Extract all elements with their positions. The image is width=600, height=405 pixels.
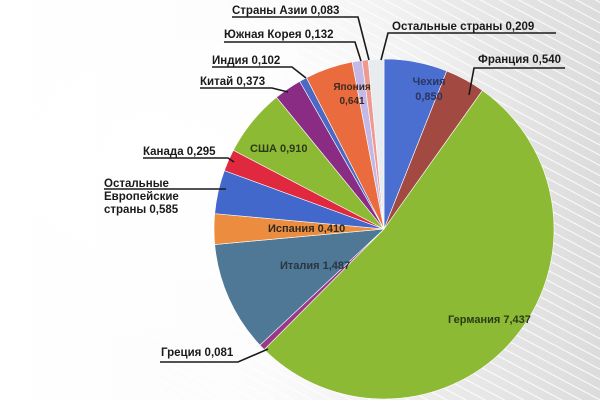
- pie-slice-2: [263, 90, 555, 400]
- slice-label: Страны Азии 0,083: [232, 5, 339, 17]
- slice-label: Европейские: [104, 191, 179, 203]
- slice-label: Канада 0,295: [143, 146, 216, 158]
- leader-line: [380, 32, 556, 61]
- slice-label: Германия 7,437: [448, 314, 531, 326]
- slice-labels: Чехия 0,850 Франция 0,540 Германия 7,437 Гре…: [104, 5, 561, 359]
- leader-line: [468, 67, 565, 96]
- slice-label: Китай 0,373: [200, 76, 265, 88]
- slice-label: Греция 0,081: [161, 347, 234, 359]
- slice-label: Чехия: [413, 76, 446, 88]
- leader-line: [200, 87, 289, 93]
- slice-label: Индия 0,102: [212, 55, 280, 67]
- leader-line: [143, 157, 235, 163]
- pie-slices: [213, 58, 555, 400]
- slice-label: Италия 1,487: [280, 260, 350, 272]
- slice-label: Остальные: [104, 178, 169, 190]
- slice-label: Франция 0,540: [478, 54, 561, 66]
- slice-label: 0,850: [415, 91, 443, 103]
- slice-label: Остальные страны 0,209: [392, 21, 534, 33]
- leader-lines: [104, 16, 565, 363]
- slice-label: Япония: [333, 82, 371, 93]
- pie-slice-4: [214, 228, 385, 346]
- leader-line: [212, 66, 307, 79]
- leader-line: [224, 41, 362, 62]
- slice-label: Южная Корея 0,132: [224, 29, 334, 41]
- slice-label: Испания 0,410: [268, 223, 345, 235]
- leader-line: [232, 16, 370, 61]
- leader-line: [160, 348, 269, 363]
- slice-label: США 0,910: [250, 143, 308, 155]
- slice-label: 0,641: [339, 96, 364, 107]
- slice-label: страны 0,585: [104, 204, 179, 216]
